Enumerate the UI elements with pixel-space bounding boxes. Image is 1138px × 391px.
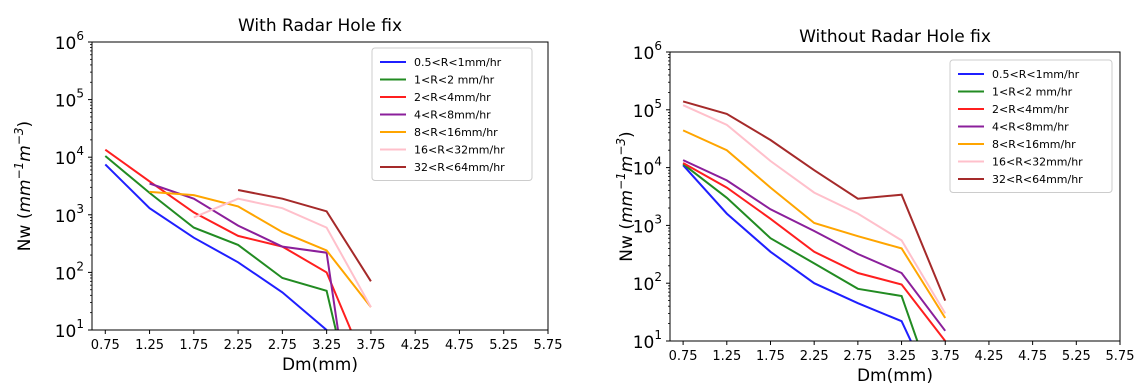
chart-title: With Radar Hole fix: [238, 16, 402, 36]
y-tick-label: 101: [55, 317, 84, 342]
series-line-3: [104, 148, 352, 330]
x-axis-label: Dm(mm): [857, 366, 933, 386]
y-tick-label: 102: [55, 259, 84, 284]
y-tick-label: 105: [633, 97, 662, 122]
plot-frame: [91, 41, 549, 331]
x-tick-label: 4.25: [401, 338, 430, 353]
y-tick-label: 106: [633, 39, 662, 64]
legend-label: 2<R<4mm/hr: [992, 103, 1069, 116]
legend-label: 16<R<32mm/hr: [414, 144, 505, 157]
x-tick-label: 2.75: [843, 349, 872, 364]
legend-label: 0.5<R<1mm/hr: [414, 56, 502, 69]
chart-panel-2: Without Radar Hole fix 0.75 1.25 1.75 2.25 2.…: [614, 27, 1134, 386]
x-tick-label: 0.75: [91, 338, 120, 353]
legend-label: 4<R<8mm/hr: [414, 109, 491, 122]
x-tick-label: 4.25: [974, 349, 1003, 364]
y-tick-label: 103: [55, 202, 84, 227]
y-tick-label: 105: [55, 87, 84, 112]
legend-label: 8<R<16mm/hr: [414, 126, 498, 139]
y-tick-label: 102: [633, 270, 662, 295]
legend-label: 32<R<64mm/hr: [992, 173, 1083, 186]
series-line-3: [682, 162, 946, 341]
plot-frame: [669, 51, 1121, 342]
series-line-4: [149, 182, 340, 330]
series-line-2: [682, 163, 919, 341]
series-lines: [682, 100, 947, 341]
y-tick-label: 106: [55, 29, 84, 54]
x-tick-label: 2.75: [268, 338, 297, 353]
legend-label: 0.5<R<1mm/hr: [992, 68, 1080, 81]
legend-label: 1<R<2 mm/hr: [414, 74, 495, 87]
x-tick-label: 5.25: [489, 338, 518, 353]
series-line-6: [193, 197, 372, 308]
y-tick-label: 104: [633, 155, 662, 180]
series-line-7: [237, 189, 372, 282]
series-line-7: [682, 100, 947, 301]
legend-label: 1<R<2 mm/hr: [992, 86, 1073, 99]
x-tick-label: 5.75: [1106, 349, 1135, 364]
legend-label: 2<R<4mm/hr: [414, 91, 491, 104]
y-axis-label: Nw (mm−1m−3): [12, 121, 35, 251]
chart-panel-1: With Radar Hole fix 0.75 1.25 1.75 2.25 2.75 3…: [12, 16, 562, 375]
x-tick-label: 1.75: [756, 349, 785, 364]
legend-label: 8<R<16mm/hr: [992, 138, 1076, 151]
series-line-5: [682, 129, 947, 319]
legend: 0.5<R<1mm/hr 1<R<2 mm/hr 2<R<4mm/hr 4<R<8mm…: [949, 59, 1113, 193]
legend-box: [949, 59, 1113, 193]
legend-label: 4<R<8mm/hr: [992, 121, 1069, 134]
y-tick-label: 103: [633, 212, 662, 237]
legend: 0.5<R<1mm/hr 1<R<2 mm/hr 2<R<4mm/hr 4<R<8mm…: [371, 47, 533, 181]
y-axis-label: Nw (mm−1m−3): [614, 131, 637, 261]
series-line-5: [149, 190, 372, 308]
series-line-4: [682, 159, 946, 332]
x-axis-label: Dm(mm): [282, 355, 358, 375]
series-lines: [104, 148, 372, 330]
legend-box: [371, 47, 533, 181]
x-tick-label: 4.75: [445, 338, 474, 353]
series-line-2: [104, 155, 337, 330]
x-tick-label: 1.75: [179, 338, 208, 353]
x-tick-label: 4.75: [1018, 349, 1047, 364]
x-tick-label: 2.25: [800, 349, 829, 364]
x-tick-label: 5.25: [1062, 349, 1091, 364]
x-tick-label: 1.25: [712, 349, 741, 364]
series-line-6: [682, 104, 947, 314]
x-tick-label: 3.75: [356, 338, 385, 353]
chart-title: Without Radar Hole fix: [799, 27, 991, 47]
x-tick-label: 0.75: [669, 349, 698, 364]
x-tick-label: 5.75: [534, 338, 563, 353]
legend-label: 16<R<32mm/hr: [992, 156, 1083, 169]
y-tick-label: 101: [633, 328, 662, 353]
x-tick-label: 3.75: [931, 349, 960, 364]
series-line-1: [104, 163, 328, 330]
x-tick-label: 1.25: [135, 338, 164, 353]
x-tick-label: 3.25: [312, 338, 341, 353]
x-tick-label: 3.25: [887, 349, 916, 364]
y-tick-label: 104: [55, 144, 84, 169]
series-line-1: [682, 164, 912, 341]
x-tick-label: 2.25: [224, 338, 253, 353]
legend-label: 32<R<64mm/hr: [414, 161, 505, 174]
